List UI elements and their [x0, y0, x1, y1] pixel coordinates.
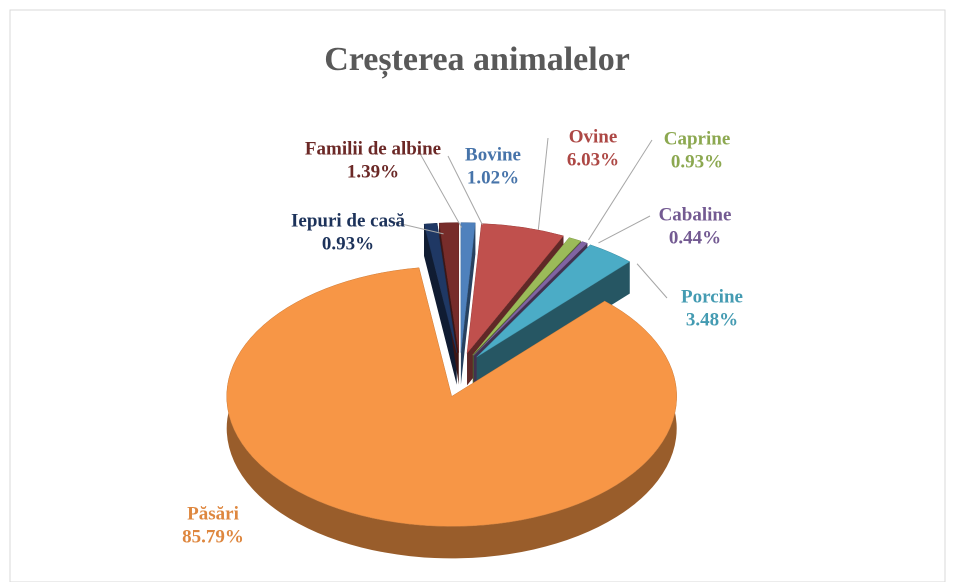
- data-label-value: 1.39%: [347, 161, 399, 182]
- data-label-name: Păsări: [187, 503, 239, 524]
- slice-cut: [424, 223, 457, 385]
- data-label-value: 3.48%: [686, 309, 738, 330]
- data-label-value: 0.93%: [322, 233, 374, 254]
- slice: [472, 237, 582, 356]
- pie-tops: [226, 222, 677, 527]
- data-label-value: 0.93%: [671, 151, 723, 172]
- leader-line: [537, 137, 549, 230]
- leader-line: [598, 215, 651, 244]
- data-label-name: Iepuri de casă: [291, 210, 406, 231]
- data-label-name: Bovine: [465, 144, 521, 165]
- data-label-value: 85.79%: [182, 526, 244, 547]
- data-label-name: Cabaline: [659, 204, 732, 225]
- data-label-name: Familii de albine: [305, 138, 441, 159]
- data-label-value: 6.03%: [567, 149, 619, 170]
- data-label-value: 0.44%: [669, 227, 721, 248]
- labels: Bovine1.02%Ovine6.03%Caprine0.93%Cabalin…: [182, 126, 743, 547]
- slice-cut: [460, 222, 476, 385]
- leader-line: [417, 149, 463, 228]
- data-label-name: Caprine: [664, 128, 731, 149]
- leader-line: [447, 155, 483, 225]
- leader-line: [392, 221, 444, 235]
- leader-line: [588, 139, 653, 241]
- data-label-name: Porcine: [681, 286, 743, 307]
- slice: [226, 267, 677, 527]
- slice: [423, 222, 457, 353]
- leader-line: [636, 263, 668, 299]
- chart-title: Creșterea animalelor: [324, 41, 630, 79]
- slice-cut: [476, 244, 630, 390]
- slice: [460, 222, 476, 353]
- slice: [473, 241, 588, 356]
- data-label-name: Ovine: [569, 126, 618, 147]
- data-label-value: 1.02%: [467, 167, 519, 188]
- slice: [476, 244, 631, 358]
